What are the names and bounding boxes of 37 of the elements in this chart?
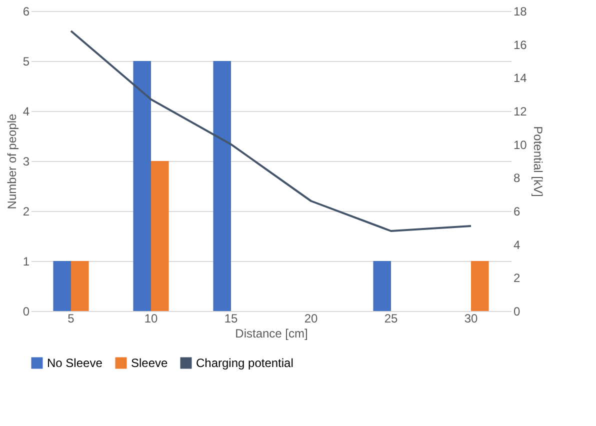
y2-tick-label: 2 — [514, 271, 520, 286]
y-tick-label: 5 — [22, 54, 30, 68]
legend-label: Charging potential — [196, 356, 294, 370]
y2-tick-label: 6 — [514, 204, 520, 218]
y2-axis-title: Potential [kV] — [530, 126, 545, 197]
y2-tick-label: 12 — [514, 104, 528, 118]
y2-tick-label: 16 — [514, 38, 528, 52]
x-axis-title: Distance [cm] — [235, 326, 308, 340]
y-tick-label: 1 — [22, 254, 30, 268]
y2-tick-label: 14 — [514, 71, 528, 86]
x-tick-label: 15 — [224, 312, 238, 326]
y2-tick-label: 8 — [514, 171, 520, 186]
bar — [53, 261, 71, 311]
y-tick-label: 3 — [22, 154, 30, 168]
x-tick-label: 10 — [144, 312, 158, 326]
x-tick-label: 20 — [304, 312, 318, 326]
legend-label: No Sleeve — [47, 356, 103, 370]
y2-tick-label: 0 — [514, 304, 520, 318]
y-tick-label: 0 — [22, 304, 30, 318]
bar — [133, 61, 151, 311]
bar — [71, 261, 89, 311]
y-axis-title: Number of people — [4, 113, 19, 210]
bar — [373, 261, 391, 311]
x-tick-label: 5 — [68, 312, 75, 326]
x-tick-label: 25 — [384, 312, 398, 326]
bar — [151, 161, 169, 311]
y2-tick-label: 18 — [514, 4, 528, 18]
y2-tick-label: 4 — [514, 238, 520, 252]
y-tick-label: 6 — [22, 4, 30, 18]
y2-tick-label: 10 — [514, 138, 528, 152]
bar — [213, 61, 231, 311]
y-tick-label: 2 — [22, 204, 30, 218]
legend-label: Sleeve — [131, 356, 168, 370]
y-tick-label: 4 — [22, 104, 30, 118]
line-series — [70, 30, 472, 232]
x-tick-label: 30 — [464, 312, 478, 326]
bar — [471, 261, 489, 311]
